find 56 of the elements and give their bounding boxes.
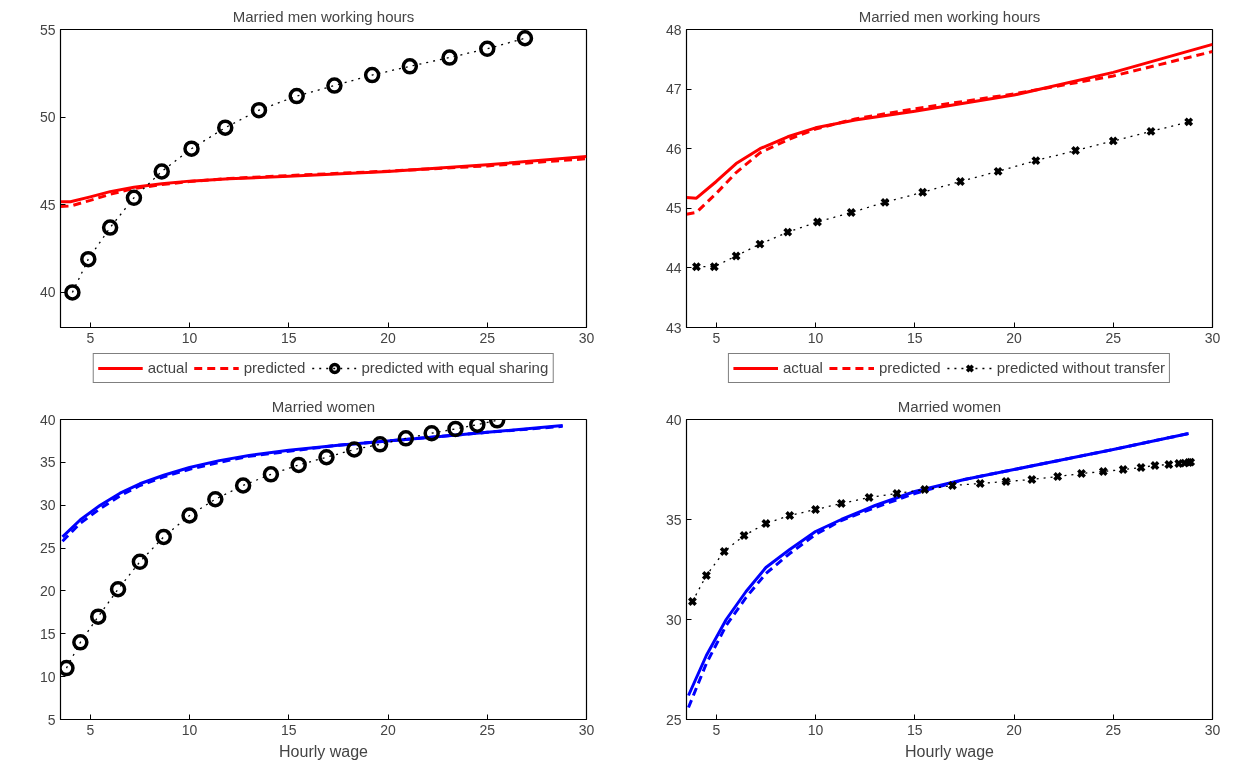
x-tick-label: 25 bbox=[479, 329, 496, 346]
y-tick-label: 15 bbox=[39, 625, 56, 642]
x-tick-label: 25 bbox=[1105, 721, 1122, 738]
x-axis-title: Hourly wage bbox=[279, 742, 369, 760]
chart-title: Married women bbox=[271, 397, 376, 415]
legend-label: actual bbox=[147, 359, 188, 376]
legend-label: predicted bbox=[243, 359, 306, 376]
chart-title: Married women bbox=[897, 397, 1002, 415]
x-tick-label: 10 bbox=[181, 329, 198, 346]
chart-title: Married men working hours bbox=[232, 7, 415, 25]
x-tick-label: 10 bbox=[807, 329, 824, 346]
y-tick-label: 43 bbox=[665, 319, 682, 336]
x-tick-label: 30 bbox=[578, 329, 595, 346]
y-tick-label: 45 bbox=[39, 196, 56, 213]
y-tick-label: 35 bbox=[39, 454, 56, 471]
x-tick-label: 15 bbox=[906, 721, 923, 738]
legend-label: predicted without transfer bbox=[996, 359, 1166, 376]
y-tick-label: 47 bbox=[665, 81, 682, 98]
y-tick-label: 10 bbox=[39, 668, 56, 685]
legend-label: predicted bbox=[878, 359, 941, 376]
y-tick-label: 40 bbox=[39, 411, 56, 428]
y-tick-label: 44 bbox=[665, 259, 682, 276]
y-tick-label: 30 bbox=[39, 497, 56, 514]
y-tick-label: 48 bbox=[665, 21, 682, 38]
y-tick-label: 40 bbox=[39, 284, 56, 301]
x-tick-label: 20 bbox=[380, 329, 397, 346]
legend-label: actual bbox=[782, 359, 823, 376]
x-tick-label: 30 bbox=[1204, 721, 1221, 738]
x-tick-label: 20 bbox=[380, 721, 397, 738]
x-tick-label: 30 bbox=[578, 721, 595, 738]
x-tick-label: 15 bbox=[280, 721, 297, 738]
x-tick-label: 25 bbox=[479, 721, 496, 738]
x-tick-label: 5 bbox=[712, 721, 721, 738]
legend-label: predicted with equal sharing bbox=[361, 359, 549, 376]
y-tick-label: 55 bbox=[39, 21, 56, 38]
y-tick-label: 35 bbox=[665, 511, 682, 528]
chart-title: Married men working hours bbox=[858, 7, 1041, 25]
x-axis-title: Hourly wage bbox=[905, 742, 995, 760]
x-tick-label: 20 bbox=[1006, 721, 1023, 738]
y-tick-label: 45 bbox=[665, 200, 682, 217]
y-tick-label: 20 bbox=[39, 582, 56, 599]
x-tick-label: 15 bbox=[280, 329, 297, 346]
y-tick-label: 50 bbox=[39, 109, 56, 126]
y-tick-label: 46 bbox=[665, 140, 682, 157]
x-tick-label: 25 bbox=[1105, 329, 1122, 346]
y-tick-label: 30 bbox=[665, 611, 682, 628]
x-tick-label: 5 bbox=[86, 329, 95, 346]
y-tick-label: 25 bbox=[39, 540, 56, 557]
x-tick-label: 5 bbox=[712, 329, 721, 346]
x-tick-label: 5 bbox=[86, 721, 95, 738]
x-tick-label: 10 bbox=[181, 721, 198, 738]
x-tick-label: 20 bbox=[1006, 329, 1023, 346]
x-tick-label: 15 bbox=[906, 329, 923, 346]
y-tick-label: 40 bbox=[665, 411, 682, 428]
x-tick-label: 10 bbox=[807, 721, 824, 738]
x-tick-label: 30 bbox=[1204, 329, 1221, 346]
